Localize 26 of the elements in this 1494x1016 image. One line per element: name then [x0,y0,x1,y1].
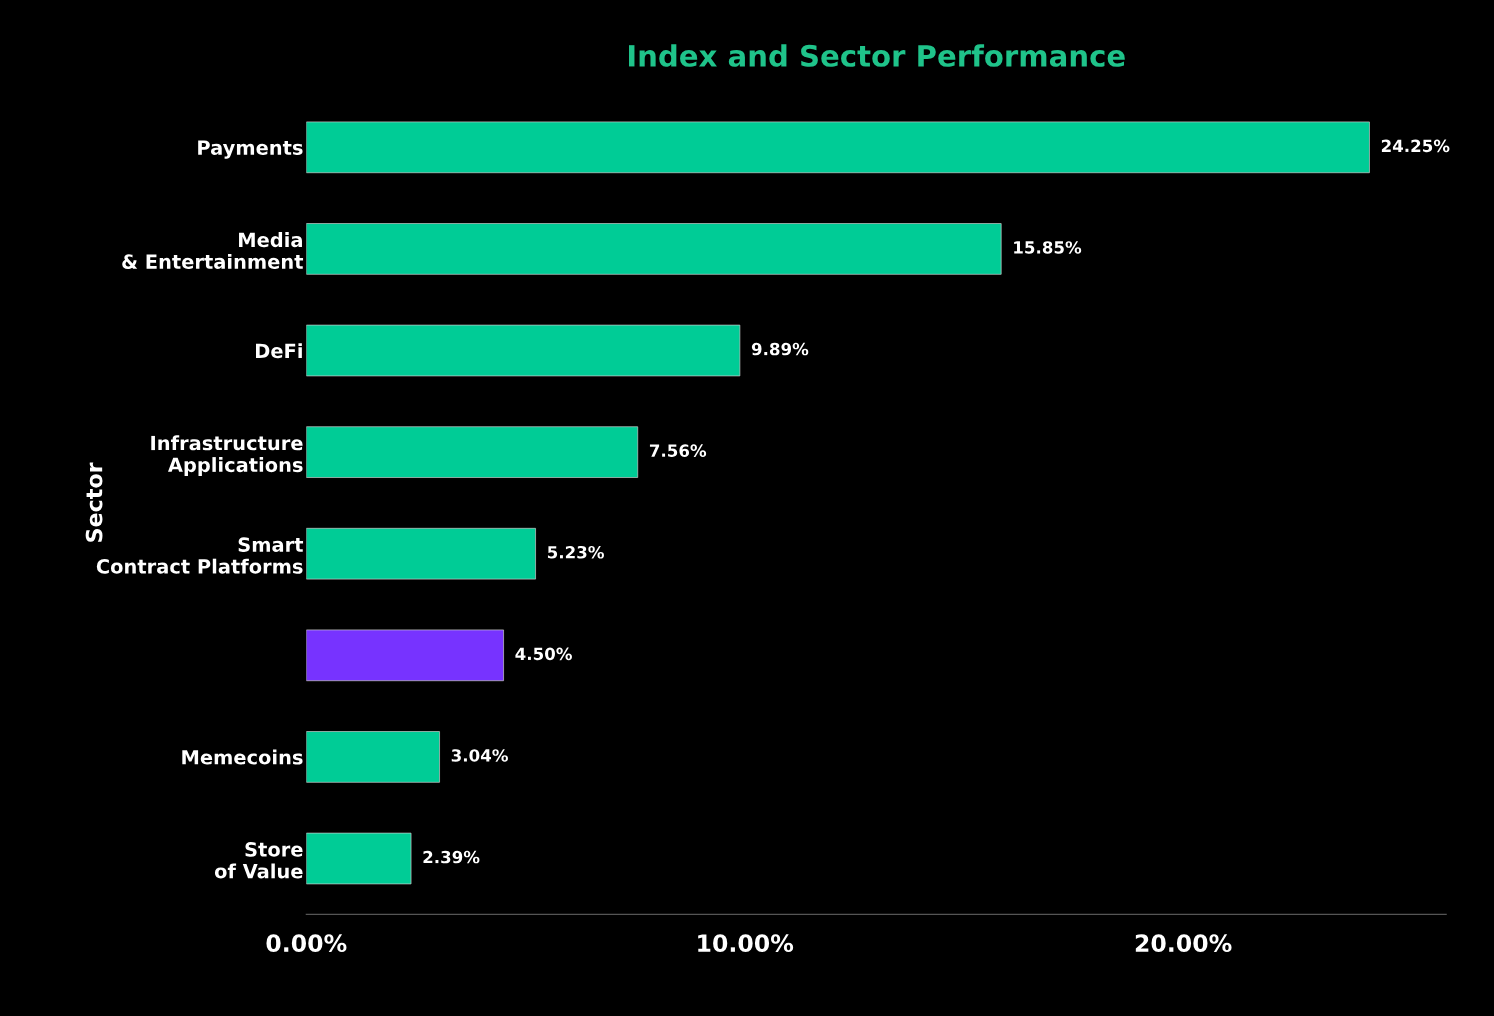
y-tick-label: Infrastructure Applications [151,435,303,476]
data-label: 15.85% [1014,241,1082,254]
data-label: 9.89% [751,342,809,356]
bar [306,121,1370,174]
bar [306,731,440,783]
y-tick-label: DeFi [256,343,302,359]
y-tick-label: Payments [198,140,303,159]
bar [306,223,1002,275]
bar [306,527,536,580]
data-label: 7.56% [649,444,707,457]
data-label: 24.25% [1381,139,1450,153]
y-tick-label: Store of Value [214,842,303,879]
data-label: 2.39% [423,850,480,864]
x-tick-label: 20.00% [1135,934,1232,953]
data-label: 4.50% [515,647,572,661]
chart-title: Index and Sector Performance [628,44,1125,67]
data-label: 5.23% [547,545,604,559]
bar [306,832,412,885]
x-tick-label: 10.00% [698,934,794,953]
y-tick-label: Memecoins [182,749,303,765]
bar [306,324,741,377]
data-label: 3.04% [451,749,508,762]
bar [306,426,639,478]
y-tick-label: Media & Entertainment [122,232,304,269]
bar [306,629,504,682]
x-tick-label: 0.00% [266,934,347,953]
